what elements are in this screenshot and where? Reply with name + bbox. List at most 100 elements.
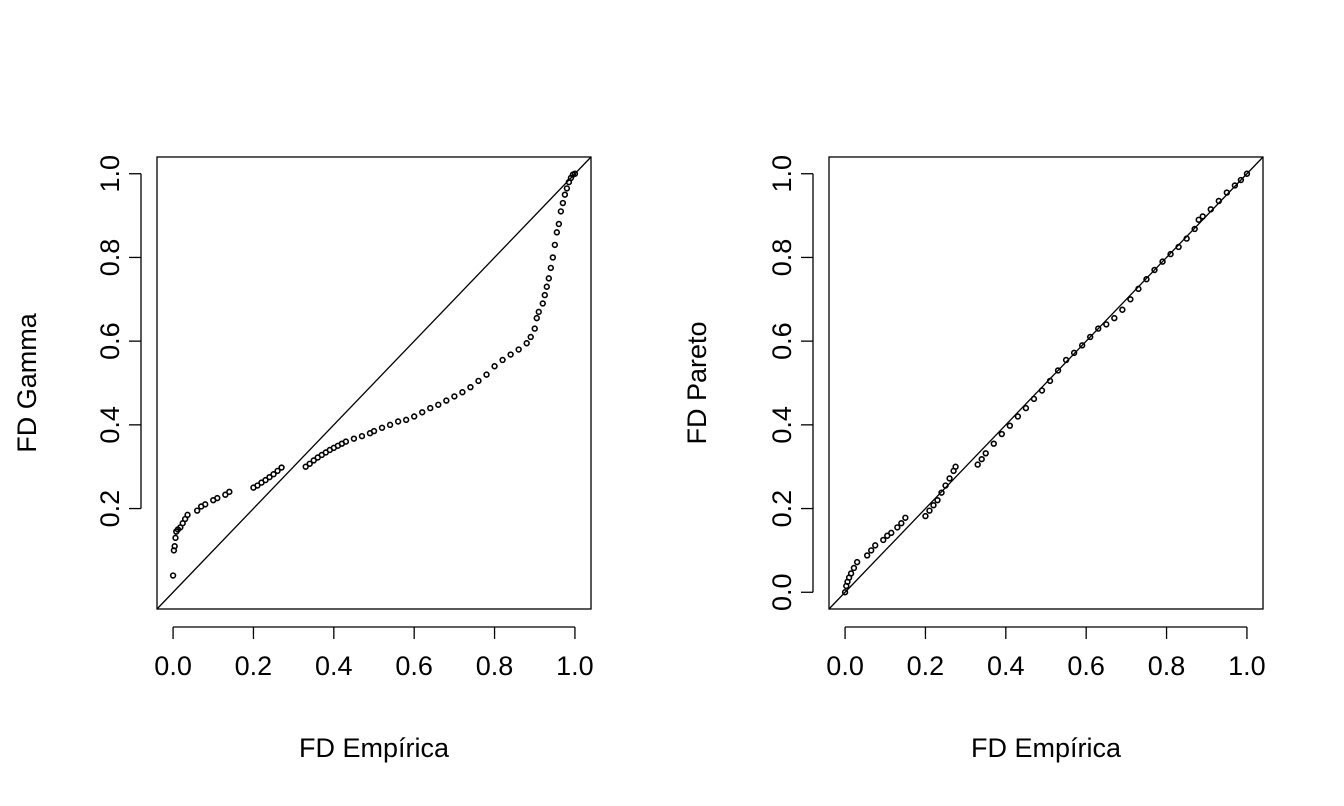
pareto-point xyxy=(880,536,887,544)
gamma-x-axis: 0.0 0.2 0.4 0.6 0.8 1.0 xyxy=(154,626,594,681)
pareto-reference-line xyxy=(828,156,1264,610)
pareto-x-tick-label: 0.8 xyxy=(1148,651,1186,681)
pareto-point xyxy=(1119,306,1126,313)
gamma-point xyxy=(459,389,466,396)
gamma-point xyxy=(543,283,550,290)
pareto-plot-frame xyxy=(828,156,1264,610)
gamma-y-tick-label: 0.8 xyxy=(95,239,125,277)
pareto-point xyxy=(982,450,989,457)
pareto-point xyxy=(1199,213,1206,220)
pareto-point xyxy=(1046,377,1054,385)
gamma-y-tick-label: 0.4 xyxy=(95,406,125,444)
pareto-point xyxy=(998,430,1005,438)
pareto-y-tick-label: 0.6 xyxy=(767,322,797,360)
pareto-point xyxy=(867,547,875,554)
gamma-point xyxy=(533,314,540,322)
gamma-point xyxy=(394,418,402,425)
gamma-point xyxy=(549,254,557,261)
pareto-point xyxy=(930,502,937,509)
pareto-x-tick-label: 0.4 xyxy=(987,651,1025,681)
gamma-x-tick-label: 0.0 xyxy=(154,651,192,681)
pareto-point xyxy=(872,542,879,549)
pareto-y-tick-label: 0.2 xyxy=(767,490,797,528)
gamma-y-axis: 0.2 0.4 0.6 0.8 1.0 xyxy=(95,155,142,527)
gamma-point xyxy=(222,491,229,498)
gamma-point xyxy=(451,393,458,400)
gamma-point xyxy=(214,494,221,502)
gamma-point xyxy=(541,291,548,299)
gamma-point xyxy=(262,476,269,484)
gamma-point xyxy=(545,275,553,282)
gamma-point xyxy=(483,371,490,378)
gamma-reference-line-segment xyxy=(156,156,592,610)
pareto-point xyxy=(946,475,953,482)
gamma-point xyxy=(475,377,482,385)
gamma-point xyxy=(266,473,273,481)
pareto-y-tick-label: 0.8 xyxy=(767,239,797,277)
pareto-point xyxy=(1022,404,1030,412)
pareto-point xyxy=(974,461,981,468)
pareto-x-tick-label: 0.2 xyxy=(907,651,945,681)
gamma-point xyxy=(310,457,317,464)
gamma-point xyxy=(278,464,285,471)
pareto-point xyxy=(898,520,905,527)
pareto-point xyxy=(863,552,871,559)
pareto-point xyxy=(1167,250,1174,258)
gamma-point xyxy=(535,308,542,316)
gamma-point xyxy=(378,424,386,431)
pareto-point xyxy=(1135,285,1142,293)
pareto-point xyxy=(926,507,933,514)
pareto-point xyxy=(1237,176,1245,184)
gamma-point xyxy=(370,427,378,435)
pareto-point xyxy=(1243,170,1251,177)
gamma-point xyxy=(302,463,309,470)
gamma-point xyxy=(270,471,277,478)
pareto-y-tick-label: 1.0 xyxy=(767,155,797,193)
gamma-point xyxy=(410,413,418,420)
pareto-point xyxy=(1195,216,1202,223)
gamma-reference-line xyxy=(156,156,592,610)
pareto-y-axis-label: FD Pareto xyxy=(682,321,712,444)
gamma-point xyxy=(523,340,530,347)
gamma-point xyxy=(559,199,567,207)
gamma-point xyxy=(435,401,442,408)
gamma-point xyxy=(402,416,410,424)
gamma-point xyxy=(467,383,474,391)
gamma-point xyxy=(386,421,394,429)
pareto-point xyxy=(841,589,849,596)
gamma-y-tick-label: 0.6 xyxy=(95,322,125,360)
gamma-point xyxy=(274,467,281,475)
pareto-point xyxy=(1030,395,1038,403)
pareto-point xyxy=(1062,356,1070,364)
pareto-points xyxy=(841,170,1251,596)
pareto-x-tick-label: 0.0 xyxy=(826,651,864,681)
pareto-point xyxy=(1111,314,1118,322)
pareto-point xyxy=(1038,387,1046,394)
pareto-y-tick-label: 0.4 xyxy=(767,406,797,444)
gamma-point xyxy=(527,333,534,341)
gamma-point xyxy=(427,404,434,412)
pareto-point xyxy=(942,482,949,489)
pareto-point xyxy=(1191,225,1198,233)
gamma-point xyxy=(553,229,561,236)
gamma-point xyxy=(226,488,233,496)
gamma-point xyxy=(551,241,559,249)
gamma-point xyxy=(555,220,563,228)
pareto-point xyxy=(1006,422,1014,429)
gamma-y-tick-label: 1.0 xyxy=(95,155,125,193)
pareto-x-tick-label: 1.0 xyxy=(1228,651,1266,681)
pareto-point xyxy=(1127,296,1134,303)
pareto-point xyxy=(1175,243,1182,251)
gamma-point xyxy=(169,572,177,579)
gamma-point xyxy=(507,351,514,358)
pareto-point xyxy=(850,564,858,572)
gamma-point xyxy=(539,300,546,307)
pareto-panel: 0.0 0.2 0.4 0.6 0.8 1.0 0.0 0.2 0.4 0.6 0.8 1.0 FD… xyxy=(682,155,1266,763)
pareto-point xyxy=(1014,413,1022,420)
gamma-x-tick-label: 0.4 xyxy=(315,651,353,681)
pareto-point xyxy=(894,524,901,531)
gamma-point xyxy=(531,325,538,332)
gamma-point xyxy=(491,363,498,370)
pareto-point xyxy=(853,558,861,566)
pareto-point xyxy=(938,489,945,496)
